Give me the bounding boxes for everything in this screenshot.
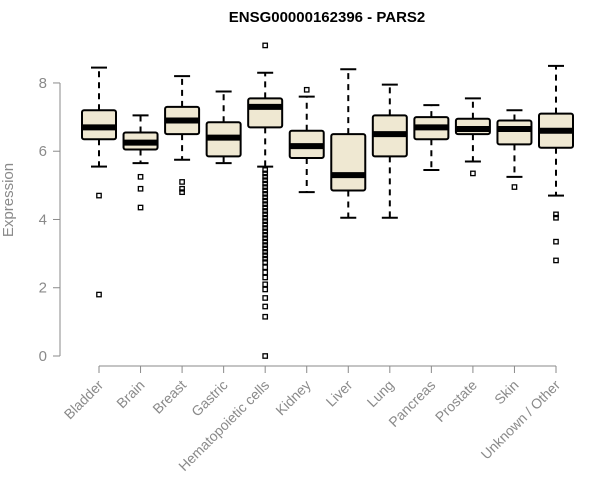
x-tick-label: Lung <box>364 377 397 410</box>
outlier-point <box>262 197 269 204</box>
x-tick-label: Unknown / Other <box>478 377 564 463</box>
outlier-point <box>262 167 269 173</box>
outlier-point <box>262 194 269 201</box>
outlier-point <box>262 221 269 228</box>
x-tick-label: Breast <box>149 377 189 417</box>
outlier-point <box>262 295 269 301</box>
outlier-point <box>262 235 269 242</box>
outlier-point <box>303 86 310 93</box>
box-brain <box>122 114 159 211</box>
box-lung <box>371 83 408 219</box>
box-pancreas <box>413 104 450 171</box>
y-axis: 0 2 4 6 8 <box>39 75 61 365</box>
outlier-point <box>137 173 144 180</box>
outlier-point <box>262 211 269 218</box>
boxes-group <box>81 42 574 359</box>
outlier-point <box>262 274 269 281</box>
iqr-box <box>247 97 284 129</box>
outlier-point <box>262 242 269 248</box>
box-bladder <box>81 66 117 298</box>
y-tick-label: 2 <box>39 280 47 297</box>
outlier-point <box>96 291 102 298</box>
y-tick-label: 6 <box>39 143 47 160</box>
x-tick-label: Brain <box>113 377 147 411</box>
outlier-point <box>262 228 269 235</box>
outlier-point <box>262 177 269 184</box>
outlier-point <box>262 264 269 271</box>
outlier-point <box>262 245 269 252</box>
outlier-point <box>262 173 269 180</box>
iqr-box <box>496 119 533 146</box>
outlier-point <box>262 303 269 310</box>
outlier-point <box>179 179 185 185</box>
outlier-point <box>262 180 269 187</box>
outlier-point <box>137 185 144 192</box>
outlier-point <box>262 259 269 265</box>
outlier-point <box>262 252 269 259</box>
outlier-point <box>553 214 559 221</box>
outlier-point <box>553 211 559 218</box>
outlier-point <box>262 353 269 359</box>
y-tick-label: 8 <box>39 75 47 92</box>
chart-title: ENSG00000162396 - PARS2 <box>229 9 426 26</box>
box-prostate <box>454 97 491 177</box>
x-tick-label: Bladder <box>61 377 107 423</box>
outlier-point <box>262 218 269 225</box>
outlier-point <box>262 201 269 207</box>
outlier-point <box>262 187 269 194</box>
outlier-point <box>262 42 269 49</box>
x-tick-label: Skin <box>491 377 522 408</box>
outlier-point <box>179 189 185 196</box>
outlier-point <box>262 225 269 231</box>
outlier-point <box>262 286 269 293</box>
x-tick-label: Prostate <box>432 377 480 425</box>
outlier-point <box>553 257 559 264</box>
outlier-point <box>262 184 269 190</box>
outlier-point <box>262 214 269 221</box>
outlier-point <box>262 281 269 288</box>
outlier-point <box>262 170 269 177</box>
box-gastric <box>205 90 242 165</box>
outlier-point <box>511 184 518 190</box>
outlier-point <box>470 170 476 177</box>
x-tick-label: Kidney <box>272 377 314 419</box>
box-hematopoietic-cells <box>247 42 284 359</box>
x-tick-label: Liver <box>323 377 356 410</box>
outlier-point <box>553 238 559 245</box>
outlier-point <box>262 249 269 255</box>
y-tick-label: 4 <box>39 211 47 228</box>
outlier-point <box>262 269 269 276</box>
box-skin <box>496 109 533 190</box>
outlier-point <box>262 255 269 262</box>
outlier-point <box>262 313 269 320</box>
outlier-point <box>262 204 269 211</box>
outlier-point <box>96 192 102 199</box>
outlier-point <box>179 185 185 192</box>
outlier-point <box>262 208 269 214</box>
box-breast <box>164 75 201 196</box>
outlier-point <box>262 238 269 245</box>
y-tick-label: 0 <box>39 348 47 365</box>
outlier-point <box>262 231 269 238</box>
box-liver <box>330 68 367 219</box>
outlier-point <box>262 191 269 197</box>
iqr-box <box>330 133 367 192</box>
y-axis-label: Expression <box>0 163 17 237</box>
box-kidney <box>288 86 325 194</box>
outlier-point <box>137 204 144 211</box>
box-unknown-other <box>538 64 574 264</box>
